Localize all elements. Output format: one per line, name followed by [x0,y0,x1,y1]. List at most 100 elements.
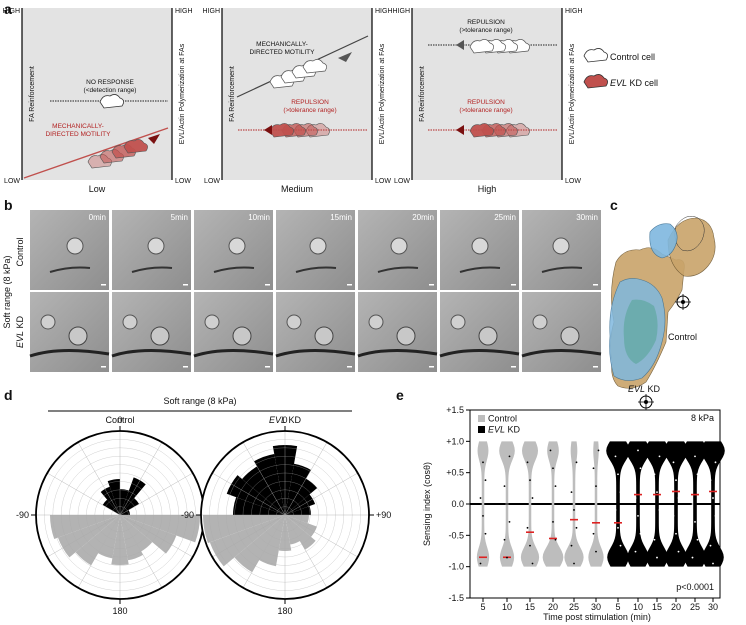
polar-sector [57,515,120,558]
point [672,461,675,464]
arrowhead [338,52,352,62]
violin [683,441,707,567]
point [637,449,639,452]
point [614,455,617,458]
point [503,538,506,541]
polar-spoke [284,514,328,588]
gene: EVL [628,384,645,394]
scale-bar [101,366,106,368]
point [691,503,694,505]
polar-sector [234,515,285,573]
cell-blob [560,326,580,346]
kd: KD [289,415,302,425]
legend-kd-suffix: KD cell [630,78,659,88]
point [526,461,529,464]
point [549,449,552,452]
point [479,497,482,499]
schematic-text: MECHANICALLY- [52,123,104,130]
condition-label: 8 kPa [691,413,714,423]
fiber [357,348,438,358]
point [506,503,508,505]
schematic-text: REPULSION [467,99,505,106]
point [503,485,506,488]
stiffness-label: Medium [281,184,313,194]
right-axis-title: EVL/Actin Polymerization at FAs [569,43,576,144]
schematic-bg [22,8,172,180]
point [694,455,696,458]
polar-sector [285,515,316,550]
x-tick-label: 20 [548,602,558,612]
scale-bar [511,284,516,286]
point [570,491,573,493]
point [634,497,637,499]
x-tick-label: 5 [480,602,485,612]
point [595,485,597,488]
schematic-text: DIRECTED MOTILITY [45,131,111,138]
point [656,491,658,493]
point [677,550,680,553]
point [656,556,658,559]
kd-cell [123,139,148,154]
cell-blob [147,237,165,255]
schematic-text: REPULSION [467,19,505,26]
legend-swatch [478,415,485,422]
legend: Control cell EVL KD cell [583,48,659,89]
left-axis-title: FA Reinforcement [229,66,236,122]
point [506,556,508,559]
cell-blob [232,326,252,346]
angle-label: 180 [277,606,292,616]
point [614,509,617,511]
point [573,562,575,565]
polar-spoke [212,514,286,558]
control-cell [469,39,494,54]
polar-sector [120,477,146,515]
fiber [459,266,501,273]
axis-low: LOW [204,178,220,185]
x-axis-title: Time post stimulation (min) [543,612,651,622]
violin [564,441,584,567]
polar-spoke [284,514,358,558]
polar-sector [120,515,143,561]
panel-label: d [4,387,13,403]
point [619,491,622,493]
polar-spoke [242,514,286,588]
cell-blob [532,314,548,330]
point [696,538,699,541]
legend-swatch [478,426,485,433]
point [677,497,680,499]
scale-bar [183,284,188,286]
polar-spoke [212,472,286,516]
fiber [111,348,192,358]
point [714,515,717,517]
angle-label: 180 [112,606,127,616]
y-tick-label: +1.0 [446,436,464,446]
violin [645,441,669,567]
scale-bar [265,284,270,286]
point [592,532,595,535]
x-tick-label: 25 [569,602,579,612]
polar-spoke [242,442,286,516]
polar-spoke [119,442,163,516]
cell-blob [286,314,302,330]
polar-sector [120,515,153,552]
point [639,467,642,470]
polar-sector [102,499,120,515]
gene: EVL [610,78,627,88]
point [675,532,677,535]
scale-bar [347,284,352,286]
point [552,467,554,470]
polar-sector [209,515,285,567]
point [575,461,578,464]
axis-low: LOW [4,178,20,185]
panel-label: b [4,197,13,213]
point [484,479,487,482]
kd-cell [269,123,294,138]
cell-label: EVL KD [628,384,661,394]
polar-sector [120,498,140,515]
polar-sector [226,475,285,515]
polar-sector [50,515,120,539]
axis-low: LOW [175,178,191,185]
x-tick-label: 30 [591,602,601,612]
polar-sector [254,453,285,515]
fiber [377,266,419,273]
